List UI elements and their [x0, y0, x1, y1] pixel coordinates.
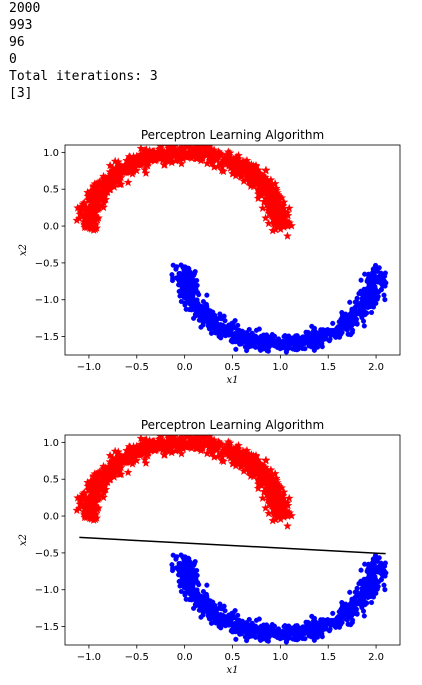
scatter-points: [72, 435, 296, 530]
upper-half-moon-series: [72, 435, 296, 530]
y-tick-label: −1.0: [35, 295, 59, 306]
y-tick-label: 1.0: [43, 148, 59, 159]
x-tick-label: 2.0: [368, 362, 384, 373]
y-tick-label: −1.0: [35, 585, 59, 596]
output-line-4: 0: [9, 52, 17, 67]
x-tick-label: 2.0: [368, 652, 384, 663]
plot-area: [72, 435, 389, 645]
x-tick-label: 1.0: [272, 652, 288, 663]
y-tick-label: −1.5: [35, 622, 59, 633]
y-tick-label: 1.0: [43, 438, 59, 449]
y-tick-label: 0.0: [43, 512, 59, 523]
x-tick-label: 1.0: [272, 362, 288, 373]
plot-area: [72, 145, 389, 355]
x-tick-label: −0.5: [125, 652, 149, 663]
scatter-points: [72, 145, 296, 240]
scatter-points: [169, 552, 389, 645]
y-tick-label: −0.5: [35, 258, 59, 269]
y-tick-label: 0.5: [43, 475, 59, 486]
upper-half-moon-series: [72, 145, 296, 240]
lower-half-moon-series: [169, 262, 389, 355]
y-tick-label: −0.5: [35, 548, 59, 559]
scatter-chart-initial: Perceptron Learning Algorithm −1.0 −0.5 0.0…: [18, 128, 401, 386]
chart-title: Perceptron Learning Algorithm: [141, 418, 324, 432]
y-tick-label: 0.0: [43, 222, 59, 233]
output-line-result: [3]: [9, 86, 33, 101]
output-line-2: 993: [9, 18, 33, 33]
x-tick-label: −0.5: [125, 362, 149, 373]
lower-half-moon-series: [169, 552, 389, 645]
output-line-3: 96: [9, 35, 25, 50]
output-line-total-iterations: Total iterations: 3: [9, 69, 158, 84]
y-tick-label: −1.5: [35, 332, 59, 343]
decision-boundary-line: [79, 536, 386, 555]
x-tick-label: 0.5: [225, 652, 241, 663]
x-tick-label: 0.0: [177, 362, 193, 373]
x-tick-label: 1.5: [320, 652, 336, 663]
y-axis-label: x2: [18, 244, 29, 256]
x-tick-label: 0.5: [225, 362, 241, 373]
x-tick-label: 1.5: [320, 362, 336, 373]
x-axis-label: x1: [226, 375, 238, 386]
x-tick-label: −1.0: [77, 362, 101, 373]
x-tick-label: 0.0: [177, 652, 193, 663]
y-axis-label: x2: [18, 534, 29, 546]
x-axis-label: x1: [226, 665, 238, 676]
cell-output: 2000 993 96 0 Total iterations: 3 [3]: [9, 0, 158, 102]
x-tick-label: −1.0: [77, 652, 101, 663]
y-tick-label: 0.5: [43, 185, 59, 196]
output-line-1: 2000: [9, 1, 41, 16]
chart-title: Perceptron Learning Algorithm: [141, 128, 324, 142]
scatter-chart-with-decision-line: Perceptron Learning Algorithm −1.0 −0.5 0.0…: [18, 418, 401, 676]
scatter-points: [169, 262, 389, 355]
